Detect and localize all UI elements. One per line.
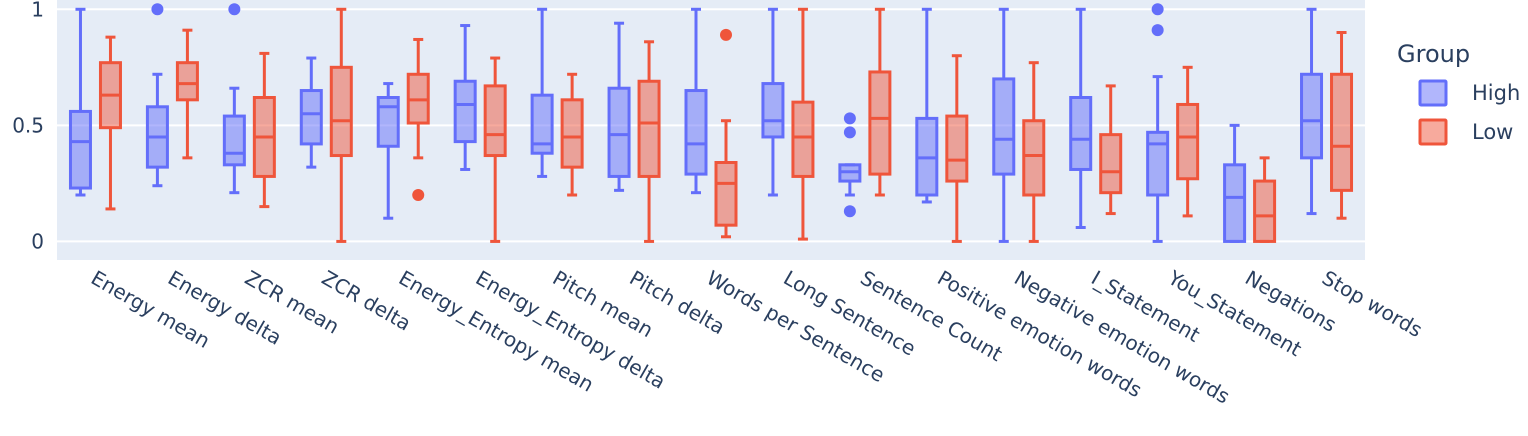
- box-iqr: [1330, 72, 1354, 192]
- box-iqr: [1223, 163, 1247, 243]
- box-iqr: [299, 89, 323, 146]
- box-high[interactable]: [530, 7, 554, 178]
- box-iqr: [68, 109, 92, 190]
- legend: Group High Low: [1397, 40, 1520, 146]
- box-iqr: [1300, 72, 1324, 160]
- box-high[interactable]: [68, 7, 92, 197]
- box-iqr: [637, 79, 661, 178]
- box-low[interactable]: [714, 28, 738, 239]
- outlier-point: [228, 3, 241, 16]
- box-high[interactable]: [1146, 3, 1170, 243]
- y-tick-label: 0: [31, 229, 44, 253]
- legend-swatch-low: [1418, 118, 1448, 146]
- box-iqr: [1022, 119, 1046, 197]
- box-high[interactable]: [145, 3, 169, 188]
- outlier-point: [1151, 3, 1164, 16]
- outlier-point: [151, 3, 164, 16]
- box-iqr: [607, 86, 631, 178]
- outlier-point: [843, 112, 856, 125]
- box-iqr: [761, 82, 785, 139]
- legend-label-low: Low: [1472, 120, 1513, 144]
- box-high[interactable]: [607, 21, 631, 192]
- legend-swatch-high: [1418, 79, 1448, 107]
- box-low[interactable]: [1099, 84, 1123, 216]
- box-high[interactable]: [376, 82, 400, 220]
- box-iqr: [530, 93, 554, 155]
- box-iqr: [1069, 96, 1093, 171]
- box-iqr: [222, 114, 246, 167]
- box-low[interactable]: [329, 7, 353, 243]
- box-iqr: [560, 98, 584, 169]
- legend-item-low[interactable]: Low: [1418, 118, 1513, 146]
- box-iqr: [992, 77, 1016, 176]
- box-low[interactable]: [1253, 156, 1277, 243]
- box-low[interactable]: [175, 28, 199, 160]
- y-tick-label: 1: [31, 0, 44, 21]
- box-high[interactable]: [838, 112, 862, 218]
- outlier-point: [843, 205, 856, 218]
- outlier-point: [412, 189, 425, 201]
- box-high[interactable]: [453, 24, 477, 171]
- box-high[interactable]: [684, 7, 708, 195]
- box-iqr: [453, 79, 477, 144]
- box-low[interactable]: [1176, 65, 1200, 218]
- legend-item-high[interactable]: High: [1418, 79, 1520, 107]
- box-high[interactable]: [1300, 7, 1324, 216]
- box-low[interactable]: [1022, 61, 1046, 243]
- y-axis-ticks: 00.51: [12, 0, 44, 253]
- y-tick-label: 0.5: [12, 113, 44, 137]
- x-tick-label: You_Statement: [1163, 265, 1306, 361]
- box-low[interactable]: [406, 37, 430, 201]
- box-low[interactable]: [252, 51, 276, 209]
- box-iqr: [791, 100, 815, 178]
- box-iqr: [175, 61, 199, 102]
- box-low[interactable]: [868, 7, 892, 197]
- box-high[interactable]: [222, 3, 246, 195]
- box-iqr: [1176, 102, 1200, 181]
- box-iqr: [376, 96, 400, 148]
- legend-title: Group: [1397, 40, 1470, 68]
- outlier-point: [843, 126, 856, 139]
- box-low[interactable]: [945, 54, 969, 243]
- box-iqr: [483, 84, 507, 158]
- box-low[interactable]: [637, 40, 661, 243]
- box-low[interactable]: [483, 56, 507, 243]
- legend-label-high: High: [1472, 81, 1520, 105]
- box-low[interactable]: [560, 72, 584, 197]
- outlier-point: [1151, 24, 1164, 37]
- box-low[interactable]: [791, 7, 815, 241]
- box-iqr: [1099, 133, 1123, 195]
- box-low[interactable]: [1330, 31, 1354, 220]
- box-high[interactable]: [992, 7, 1016, 243]
- box-iqr: [329, 65, 353, 158]
- box-iqr: [684, 89, 708, 176]
- box-high[interactable]: [761, 7, 785, 197]
- box-iqr: [1146, 130, 1170, 197]
- box-iqr: [714, 161, 738, 227]
- box-high[interactable]: [915, 7, 939, 204]
- box-series: [68, 3, 1354, 243]
- box-high[interactable]: [1069, 7, 1093, 229]
- outlier-point: [720, 28, 732, 41]
- box-low[interactable]: [98, 35, 122, 211]
- box-high[interactable]: [1223, 123, 1247, 243]
- box-iqr: [868, 70, 892, 176]
- box-iqr: [1253, 179, 1277, 243]
- box-iqr: [945, 114, 969, 183]
- box-high[interactable]: [299, 56, 323, 169]
- x-tick-label: Stop words: [1318, 266, 1426, 342]
